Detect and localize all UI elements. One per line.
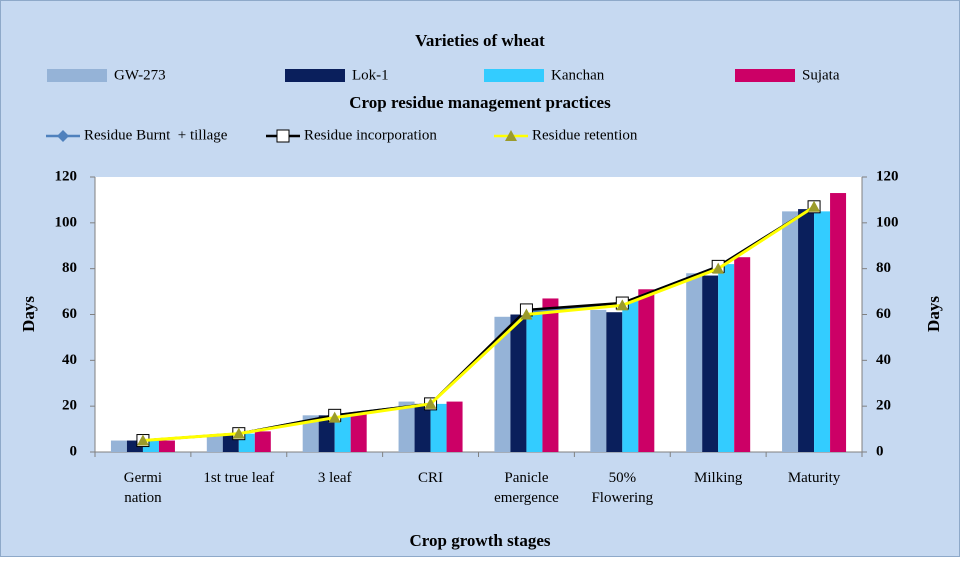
bar (590, 309, 607, 452)
y-tick-label: 80 (62, 260, 77, 276)
bar (254, 431, 271, 452)
bar (206, 435, 223, 452)
y2-axis-label: Days (924, 296, 943, 332)
bar (526, 309, 543, 452)
y2-tick-label: 20 (876, 398, 891, 414)
y2-tick-label: 120 (876, 168, 899, 184)
legend-swatch (735, 69, 795, 82)
bar (414, 403, 431, 452)
bar (350, 413, 367, 452)
bar (510, 314, 527, 452)
line-legend-title: Crop residue management practices (349, 93, 611, 112)
x-tick-label: Maturity (788, 470, 841, 486)
bar (398, 401, 415, 452)
bar (446, 401, 463, 452)
bar (158, 440, 175, 452)
legend-label: Sujata (802, 67, 840, 83)
y-tick-label: 0 (70, 443, 78, 459)
line-marker (505, 130, 517, 141)
legend-label: Kanchan (551, 67, 605, 83)
y2-tick-label: 40 (876, 352, 891, 368)
bar (302, 415, 319, 452)
y-tick-label: 40 (62, 352, 77, 368)
legend-label: Residue Burnt + tillage (84, 127, 228, 143)
x-tick-label-line: 50% (609, 470, 637, 486)
legend-label: Residue incorporation (304, 127, 437, 143)
bar (638, 289, 655, 452)
bar (334, 413, 351, 452)
legend-swatch (285, 69, 345, 82)
x-tick-label-line: Panicle (504, 470, 548, 486)
bar (734, 257, 751, 452)
bar (830, 193, 847, 452)
line-marker (424, 397, 437, 409)
line-marker (232, 427, 245, 439)
y2-tick-label: 100 (876, 214, 899, 230)
y-tick-label: 20 (62, 398, 77, 414)
y2-tick-label: 0 (876, 443, 884, 459)
y-tick-label: 120 (55, 168, 78, 184)
x-axis-label: Crop growth stages (409, 531, 550, 550)
bar (798, 209, 815, 452)
x-tick-label-line: emergence (494, 490, 559, 506)
x-tick-label-line: nation (124, 490, 162, 506)
x-tick-label-line: 3 leaf (318, 470, 352, 486)
x-tick-label-line: 1st true leaf (203, 470, 274, 486)
bar (782, 211, 799, 452)
bar (430, 403, 447, 452)
bar (718, 264, 735, 452)
x-tick-label-line: Flowering (591, 490, 653, 506)
line (142, 205, 815, 443)
x-tick-label-line: Milking (694, 470, 743, 486)
line-marker (616, 299, 629, 311)
y-tick-label: 60 (62, 306, 77, 322)
y-axis-label: Days (19, 296, 38, 332)
bar (142, 440, 159, 452)
bar (606, 312, 623, 452)
bar (126, 440, 143, 452)
line-marker (712, 262, 725, 274)
x-tick-label: Panicle emergence (494, 470, 559, 506)
x-tick-label-line: Germi (124, 470, 162, 486)
x-tick-label: Germi nation (124, 470, 162, 506)
bar-legend-title: Varieties of wheat (415, 31, 545, 50)
bar (686, 273, 703, 452)
legend-swatch (47, 69, 107, 82)
x-tick-label: 50% Flowering (591, 470, 653, 506)
x-tick-label-line: CRI (418, 470, 443, 486)
legend-label: Residue retention (532, 127, 638, 143)
line-marker (328, 411, 341, 423)
x-tick-label: 1st true leaf (203, 470, 274, 486)
line-marker (520, 308, 533, 320)
legend-label: Lok-1 (352, 67, 389, 83)
line-marker (808, 200, 821, 212)
legend-swatch (484, 69, 544, 82)
bar (110, 440, 127, 452)
bar (542, 298, 559, 452)
bar (702, 275, 719, 452)
line-marker (57, 130, 69, 142)
x-tick-label: CRI (418, 470, 443, 486)
line-marker (276, 129, 290, 143)
x-tick-label: Milking (694, 470, 743, 486)
y2-tick-label: 80 (876, 260, 891, 276)
bar (622, 300, 639, 452)
x-tick-label: 3 leaf (318, 470, 352, 486)
y-tick-label: 100 (55, 214, 78, 230)
legend-label: GW-273 (114, 67, 166, 83)
bar (494, 316, 511, 452)
y2-tick-label: 60 (876, 306, 891, 322)
x-tick-label-line: Maturity (788, 470, 841, 486)
bar (318, 415, 335, 452)
line-marker (136, 434, 149, 446)
bar (814, 211, 831, 452)
